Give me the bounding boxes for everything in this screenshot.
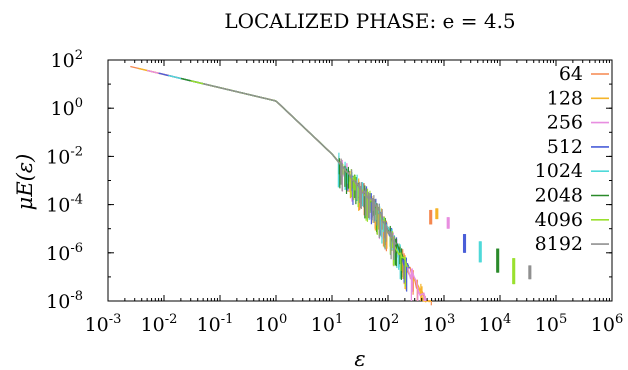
x-tick-label: 101 bbox=[311, 312, 343, 336]
y-tick-label: 102 bbox=[51, 48, 83, 72]
series-layer bbox=[130, 65, 532, 306]
y-tick-label: 10-2 bbox=[46, 144, 83, 168]
series-128 bbox=[138, 67, 439, 303]
y-tick-label: 10-6 bbox=[46, 241, 83, 265]
x-tick-label: 104 bbox=[479, 312, 511, 336]
x-tick-label: 106 bbox=[591, 312, 623, 336]
legend-item-2048: 2048 bbox=[535, 185, 609, 207]
chart-title: LOCALIZED PHASE: e = 4.5 bbox=[224, 9, 515, 33]
series-tail-8192 bbox=[340, 158, 396, 260]
series-8192 bbox=[202, 83, 532, 280]
legend-item-128: 128 bbox=[547, 87, 609, 109]
series-line-512 bbox=[158, 72, 410, 269]
legend-item-4096: 4096 bbox=[535, 209, 609, 231]
y-axis-label: μE(ε) bbox=[13, 154, 37, 211]
series-line-128 bbox=[138, 67, 432, 302]
series-line-2048 bbox=[180, 77, 405, 260]
tick-layer: 10-3 10-2 10-1 100 101 102 103 104 105 106 102 100 1… bbox=[46, 48, 623, 336]
x-tick-label: 103 bbox=[423, 312, 455, 336]
series-1024 bbox=[168, 74, 482, 280]
series-2048 bbox=[180, 77, 500, 280]
legend-item-64: 64 bbox=[559, 63, 609, 85]
legend-item-256: 256 bbox=[547, 112, 609, 134]
x-tick-label: 10-2 bbox=[141, 312, 178, 336]
y-tick-label: 10-4 bbox=[46, 193, 83, 217]
series-line-256 bbox=[146, 69, 427, 302]
legend-item-8192: 8192 bbox=[535, 233, 609, 255]
series-64 bbox=[130, 65, 433, 306]
x-tick-label: 100 bbox=[255, 312, 287, 336]
legend-label-512: 512 bbox=[547, 136, 583, 158]
legend-label-64: 64 bbox=[559, 63, 583, 85]
series-512 bbox=[158, 72, 467, 292]
y-tick-label: 10-8 bbox=[46, 289, 83, 313]
series-tail-2048 bbox=[338, 158, 403, 280]
legend-item-1024: 1024 bbox=[535, 160, 609, 182]
x-tick-label: 105 bbox=[535, 312, 567, 336]
series-line-64 bbox=[130, 65, 432, 302]
legend-label-128: 128 bbox=[547, 87, 583, 109]
legend-label-1024: 1024 bbox=[535, 160, 583, 182]
x-axis-label: ε bbox=[354, 347, 365, 370]
legend-label-8192: 8192 bbox=[535, 233, 583, 255]
legend-item-512: 512 bbox=[547, 136, 609, 158]
series-line-1024 bbox=[168, 74, 402, 254]
legend-label-256: 256 bbox=[547, 112, 583, 134]
x-tick-label: 102 bbox=[367, 312, 399, 336]
x-tick-label: 10-3 bbox=[85, 312, 122, 336]
legend-label-4096: 4096 bbox=[535, 209, 583, 231]
y-tick-label: 100 bbox=[51, 96, 83, 120]
legend-label-2048: 2048 bbox=[535, 185, 583, 207]
x-tick-label: 10-1 bbox=[197, 312, 234, 336]
series-line-4096 bbox=[190, 80, 409, 268]
